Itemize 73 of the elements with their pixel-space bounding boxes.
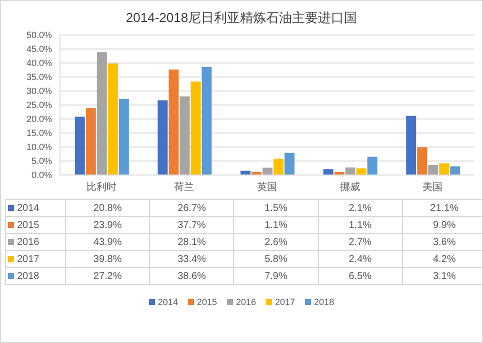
data-label: 33.4% (150, 250, 234, 268)
data-label: 3.6% (402, 234, 483, 250)
data-label: 21.1% (402, 200, 483, 216)
data-label: 2.7% (318, 234, 402, 250)
data-label: 9.9% (402, 216, 483, 234)
y-tick-label: 45.0% (26, 44, 52, 54)
data-label: 2.6% (234, 234, 318, 250)
data-label: 38.6% (150, 268, 234, 284)
text: 2016 (236, 297, 256, 307)
bar (96, 52, 107, 175)
y-tick-label: 25.0% (26, 100, 52, 110)
data-label: 1.5% (234, 200, 318, 216)
bar (180, 96, 190, 175)
bar (118, 98, 129, 175)
data-label: 43.9% (66, 234, 150, 250)
data-label: 1.1% (234, 216, 318, 234)
data-label: 27.2% (66, 268, 150, 284)
data-label: 6.5% (318, 268, 402, 284)
data-label: 1.1% (318, 216, 402, 234)
y-tick-label: 40.0% (26, 58, 52, 68)
bar (284, 152, 295, 175)
text: 2017 (275, 297, 296, 307)
data-label: 37.7% (150, 216, 234, 234)
legend-label: 2015 (6, 216, 66, 234)
bar (74, 116, 85, 175)
data-label: 26.7% (150, 200, 234, 216)
bar (168, 69, 179, 175)
chart-title: 2014-2018尼日利亚精炼石油主要进口国 (124, 9, 358, 27)
bar (158, 100, 168, 175)
y-tick-label: 50.0% (26, 30, 52, 40)
legend-label: 2017 (6, 250, 66, 268)
legend-label: 2014 (6, 200, 66, 216)
text: 2014 (158, 297, 178, 307)
text: 2018 (17, 270, 40, 282)
data-label: 4.2% (402, 250, 483, 268)
bar (406, 116, 416, 175)
bar (417, 147, 428, 175)
data-label: 20.8% (66, 200, 150, 216)
bar (345, 167, 356, 175)
bar (190, 81, 201, 175)
y-tick-label: 15.0% (26, 128, 52, 138)
x-tick-label: 挪威 (340, 181, 360, 194)
y-tick-label: 35.0% (26, 72, 52, 82)
x-tick-label: 荷兰 (174, 181, 194, 194)
bar (262, 168, 273, 175)
y-tick-label: 0.0% (31, 170, 52, 180)
data-label: 39.8% (66, 250, 150, 268)
legend-label: 2016 (6, 234, 66, 250)
data-label: 7.9% (234, 268, 318, 284)
y-tick-label: 20.0% (26, 114, 52, 124)
data-label: 28.1% (150, 234, 234, 250)
legend-label: 2018 (313, 297, 334, 307)
bar (428, 164, 438, 175)
bar (450, 166, 460, 175)
data-label: 2.4% (318, 250, 402, 268)
bar (367, 156, 378, 175)
bar (202, 66, 212, 175)
bar (274, 158, 284, 175)
x-tick-label: 比利时 (86, 181, 116, 194)
y-tick-label: 5.0% (31, 156, 52, 166)
y-tick-label: 10.0% (26, 142, 52, 152)
x-tick-label: 美国 (422, 181, 443, 194)
bar (108, 64, 118, 175)
bar (439, 163, 450, 175)
bar (86, 108, 96, 175)
data-label: 5.8% (234, 250, 318, 268)
x-tick-label: 英国 (257, 181, 277, 194)
text: 2015 (196, 297, 217, 307)
data-label: 23.9% (66, 216, 150, 234)
data-label: 2.1% (318, 200, 402, 216)
bar (323, 169, 334, 175)
y-tick-label: 30.0% (26, 86, 52, 96)
data-label: 3.1% (402, 268, 483, 284)
